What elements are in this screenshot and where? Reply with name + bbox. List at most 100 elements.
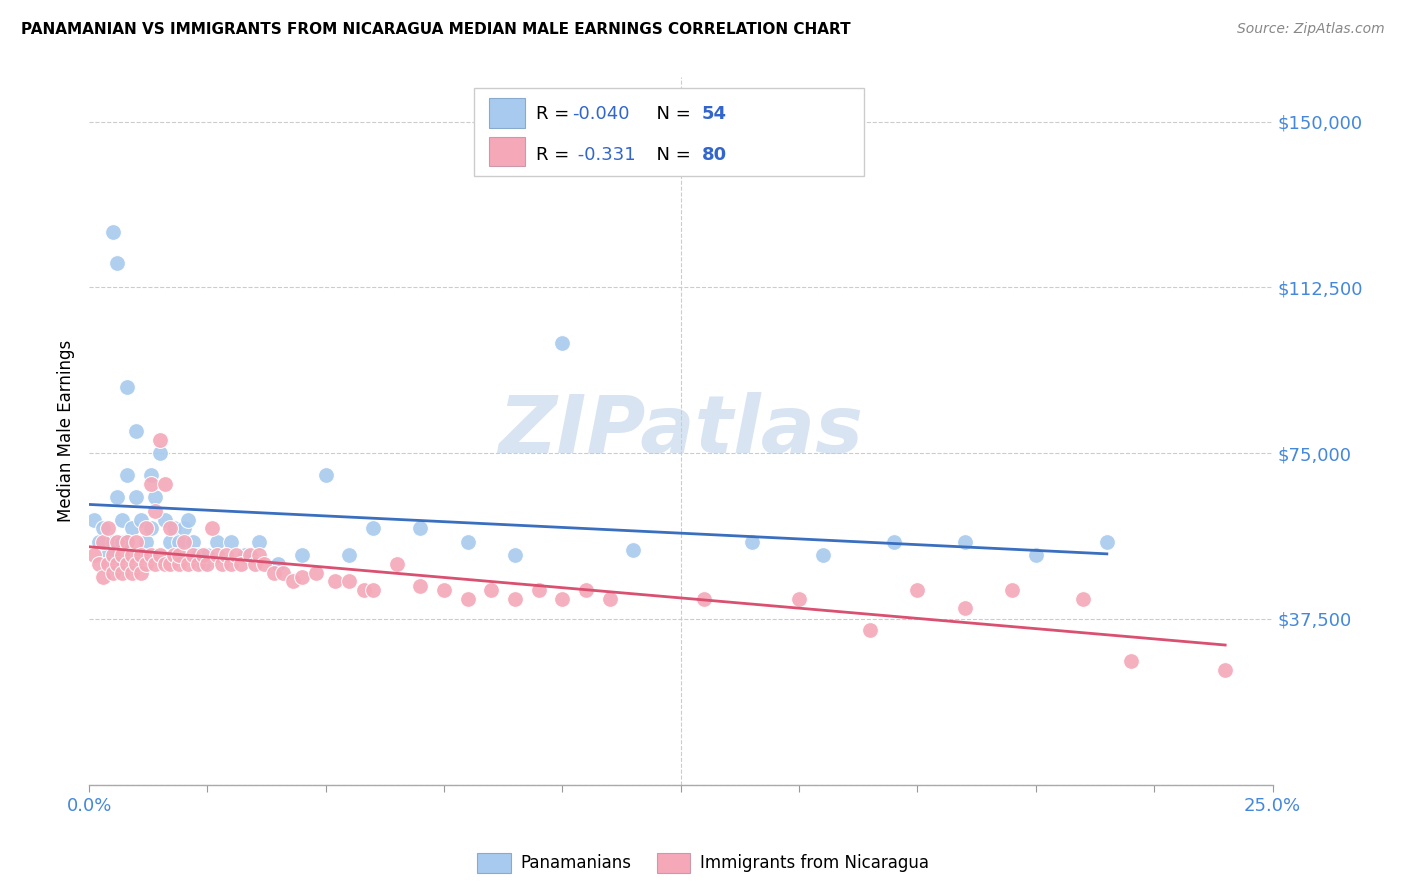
Point bbox=[575, 583, 598, 598]
Point bbox=[205, 534, 228, 549]
Point bbox=[551, 335, 574, 350]
Point bbox=[101, 566, 124, 580]
Point bbox=[139, 521, 162, 535]
Point bbox=[87, 534, 110, 549]
Point bbox=[125, 491, 148, 505]
Point bbox=[135, 534, 157, 549]
Point bbox=[167, 534, 190, 549]
Point bbox=[787, 592, 810, 607]
Point bbox=[159, 521, 181, 535]
Point bbox=[101, 534, 124, 549]
Point bbox=[97, 557, 120, 571]
Point bbox=[163, 521, 186, 535]
Point bbox=[107, 491, 129, 505]
Point bbox=[91, 534, 114, 549]
Point bbox=[211, 557, 233, 571]
Point bbox=[219, 534, 242, 549]
Point bbox=[149, 446, 172, 460]
Point bbox=[225, 548, 247, 562]
Point bbox=[177, 512, 200, 526]
Point bbox=[197, 557, 219, 571]
Point bbox=[361, 583, 384, 598]
Point bbox=[91, 570, 114, 584]
Point bbox=[83, 548, 105, 562]
Text: 54: 54 bbox=[702, 105, 727, 123]
Point bbox=[219, 557, 242, 571]
Text: 80: 80 bbox=[702, 146, 727, 164]
Point bbox=[143, 491, 166, 505]
Text: N =: N = bbox=[645, 105, 697, 123]
Point bbox=[527, 583, 550, 598]
Point bbox=[243, 557, 266, 571]
Point bbox=[115, 534, 138, 549]
FancyBboxPatch shape bbox=[474, 88, 865, 177]
Point bbox=[159, 557, 181, 571]
Point bbox=[83, 512, 105, 526]
Point bbox=[281, 574, 304, 589]
Point bbox=[1213, 663, 1236, 677]
Point bbox=[201, 521, 224, 535]
Point bbox=[101, 557, 124, 571]
Point bbox=[107, 557, 129, 571]
Point bbox=[143, 504, 166, 518]
Point bbox=[153, 557, 176, 571]
Point bbox=[121, 548, 143, 562]
Point bbox=[115, 468, 138, 483]
Point bbox=[107, 534, 129, 549]
Point bbox=[693, 592, 716, 607]
Point bbox=[173, 521, 195, 535]
Point bbox=[191, 548, 214, 562]
Point bbox=[503, 548, 526, 562]
Point bbox=[177, 557, 200, 571]
Point bbox=[215, 548, 238, 562]
Point bbox=[249, 534, 271, 549]
Text: Source: ZipAtlas.com: Source: ZipAtlas.com bbox=[1237, 22, 1385, 37]
Point bbox=[271, 566, 294, 580]
Point bbox=[111, 548, 134, 562]
Point bbox=[111, 512, 134, 526]
Point bbox=[173, 534, 195, 549]
Point bbox=[291, 548, 314, 562]
Point bbox=[457, 534, 479, 549]
Point bbox=[153, 477, 176, 491]
Point bbox=[1071, 592, 1094, 607]
Point bbox=[167, 548, 190, 562]
Point bbox=[139, 477, 162, 491]
Point bbox=[953, 601, 976, 615]
Point bbox=[115, 557, 138, 571]
Point bbox=[197, 548, 219, 562]
Point bbox=[433, 583, 456, 598]
Point bbox=[323, 574, 346, 589]
Point bbox=[267, 557, 290, 571]
Point bbox=[139, 548, 162, 562]
Point bbox=[97, 548, 120, 562]
Point bbox=[149, 548, 172, 562]
Point bbox=[1025, 548, 1047, 562]
Point bbox=[115, 380, 138, 394]
Point bbox=[503, 592, 526, 607]
Point bbox=[741, 534, 763, 549]
Point bbox=[135, 557, 157, 571]
Point bbox=[305, 566, 328, 580]
Point bbox=[457, 592, 479, 607]
Point bbox=[129, 548, 152, 562]
Point bbox=[263, 566, 285, 580]
Point bbox=[191, 557, 214, 571]
Point bbox=[233, 548, 256, 562]
Point bbox=[125, 424, 148, 438]
Point bbox=[1119, 654, 1142, 668]
Legend: Panamanians, Immigrants from Nicaragua: Panamanians, Immigrants from Nicaragua bbox=[471, 847, 935, 880]
Point bbox=[409, 579, 432, 593]
Point bbox=[1001, 583, 1024, 598]
Y-axis label: Median Male Earnings: Median Male Earnings bbox=[58, 340, 75, 522]
Point bbox=[249, 548, 271, 562]
Point bbox=[139, 468, 162, 483]
Point bbox=[353, 583, 375, 598]
Point bbox=[1095, 534, 1118, 549]
Text: R =: R = bbox=[537, 105, 575, 123]
Point bbox=[107, 256, 129, 270]
Point bbox=[315, 468, 337, 483]
Point bbox=[181, 548, 204, 562]
Point bbox=[623, 543, 645, 558]
Point bbox=[291, 570, 314, 584]
